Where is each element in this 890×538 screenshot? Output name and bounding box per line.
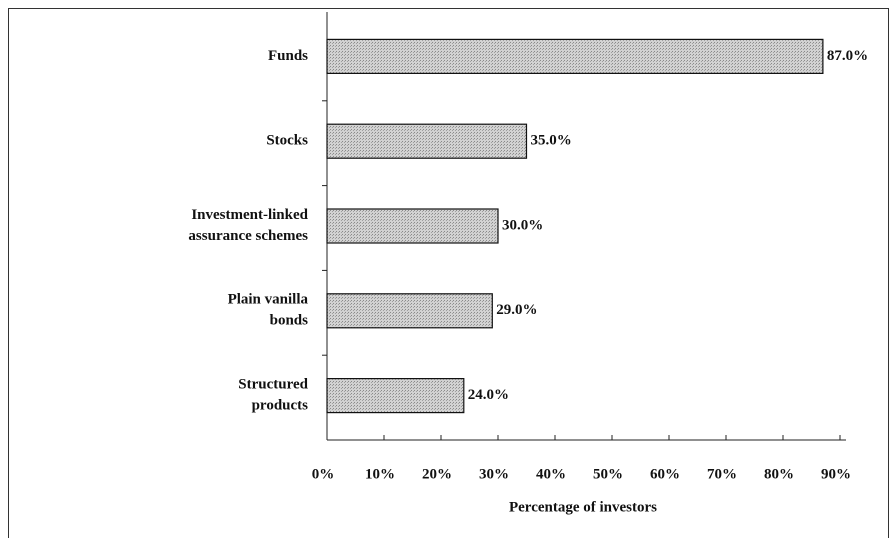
value-label: 35.0% — [531, 133, 572, 149]
bar — [326, 208, 499, 244]
x-tick-label: 10% — [365, 466, 395, 482]
x-tick-label: 0% — [312, 466, 335, 482]
bar — [326, 378, 465, 414]
frame — [8, 8, 889, 538]
value-label: 29.0% — [496, 302, 537, 318]
x-tick-label: 40% — [536, 466, 566, 482]
y-tick-label: Investment-linked — [191, 207, 308, 223]
y-tick-label: Stocks — [266, 133, 308, 149]
y-tick-label: bonds — [270, 313, 309, 329]
y-tick-label: assurance schemes — [188, 228, 308, 244]
bar — [326, 123, 528, 159]
bar — [326, 38, 824, 75]
value-label: 30.0% — [502, 217, 543, 233]
bar — [326, 293, 493, 329]
x-tick-label: 60% — [650, 466, 680, 482]
x-tick-label: 30% — [479, 466, 509, 482]
value-label: 87.0% — [827, 48, 868, 64]
y-tick-label: Structured — [238, 377, 308, 393]
x-tick-label: 80% — [764, 466, 794, 482]
y-tick-label: Plain vanilla — [228, 292, 309, 308]
x-tick-label: 50% — [593, 466, 623, 482]
x-axis-title: Percentage of investors — [509, 499, 657, 515]
x-tick-label: 70% — [707, 466, 737, 482]
y-tick-label: Funds — [268, 48, 308, 64]
x-tick-label: 20% — [422, 466, 452, 482]
x-tick-label: 90% — [821, 466, 851, 482]
y-tick-label: products — [252, 398, 309, 414]
value-label: 24.0% — [468, 387, 509, 403]
